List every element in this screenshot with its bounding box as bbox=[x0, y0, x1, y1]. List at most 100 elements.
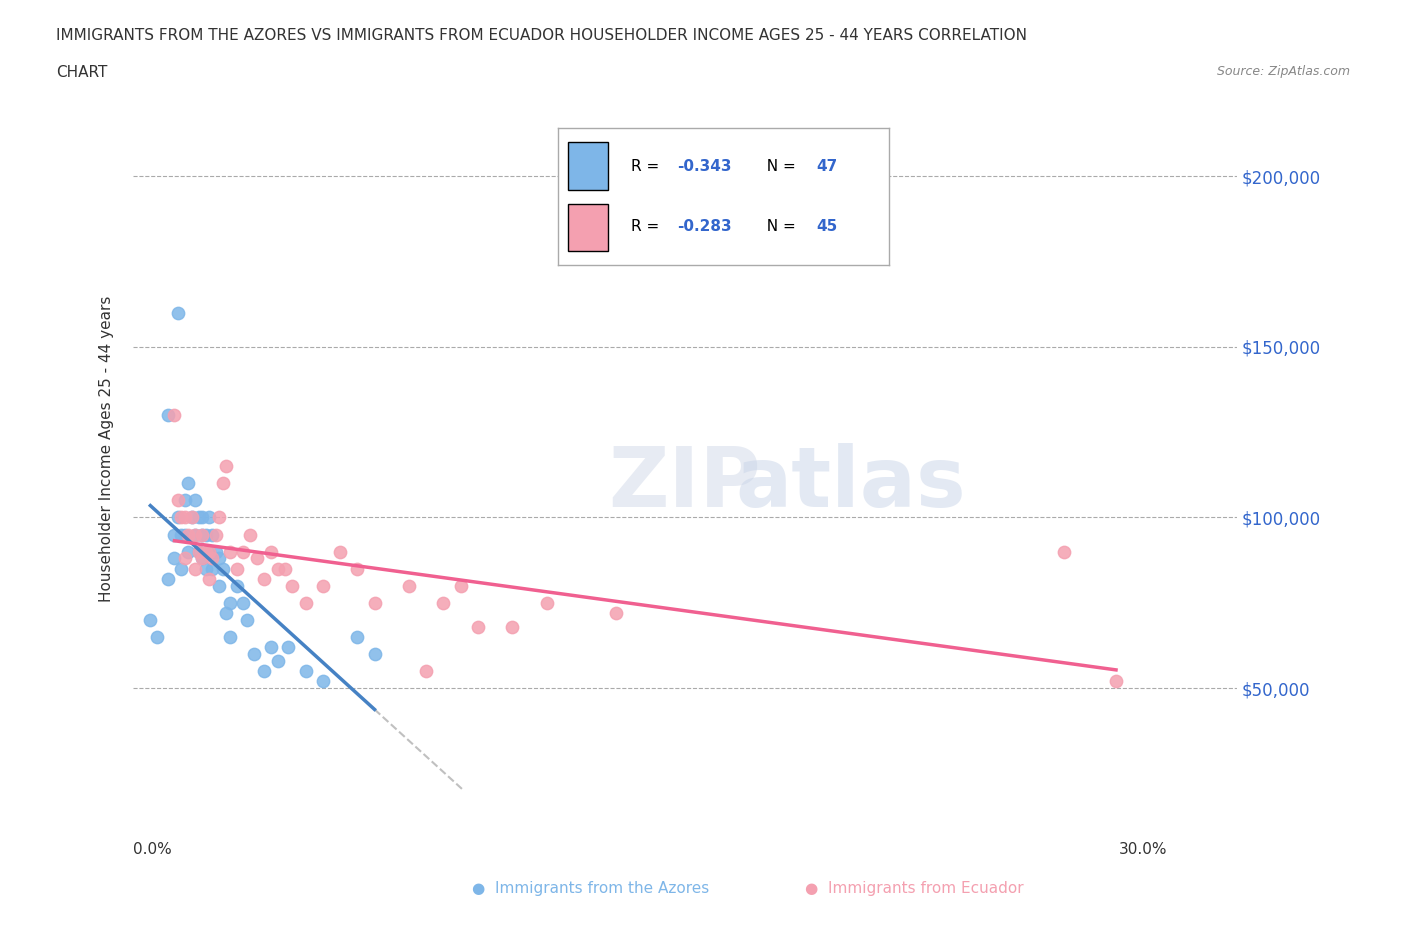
Text: ●  Immigrants from the Azores: ● Immigrants from the Azores bbox=[472, 881, 709, 896]
Point bbox=[184, 493, 207, 508]
Point bbox=[167, 493, 190, 508]
Point bbox=[156, 571, 179, 586]
Point bbox=[329, 544, 352, 559]
Point bbox=[467, 619, 489, 634]
Point bbox=[191, 510, 214, 525]
Point bbox=[208, 551, 231, 565]
Text: 0.0%: 0.0% bbox=[134, 842, 172, 857]
Point bbox=[194, 544, 217, 559]
Point bbox=[180, 510, 202, 525]
Point bbox=[173, 527, 195, 542]
Point bbox=[208, 578, 231, 593]
Point bbox=[536, 595, 558, 610]
Point bbox=[187, 544, 209, 559]
Point bbox=[184, 561, 207, 576]
Point bbox=[177, 527, 200, 542]
Point bbox=[184, 527, 207, 542]
Point bbox=[163, 407, 186, 422]
Point bbox=[605, 605, 627, 620]
Point bbox=[173, 493, 195, 508]
Point bbox=[146, 630, 169, 644]
Point bbox=[187, 544, 209, 559]
Point bbox=[170, 510, 193, 525]
Point bbox=[253, 571, 276, 586]
Point bbox=[450, 578, 472, 593]
Point bbox=[501, 619, 523, 634]
Text: CHART: CHART bbox=[56, 65, 108, 80]
Point bbox=[260, 544, 283, 559]
Point bbox=[198, 544, 221, 559]
Point bbox=[173, 551, 195, 565]
Y-axis label: Householder Income Ages 25 - 44 years: Householder Income Ages 25 - 44 years bbox=[100, 296, 114, 603]
Point bbox=[211, 561, 233, 576]
Point bbox=[180, 510, 202, 525]
Point bbox=[236, 613, 259, 628]
Point bbox=[173, 510, 195, 525]
Point bbox=[267, 654, 290, 669]
Text: ZIP: ZIP bbox=[609, 443, 761, 524]
Point bbox=[243, 646, 266, 661]
Text: atlas: atlas bbox=[735, 443, 966, 524]
Point bbox=[201, 561, 224, 576]
Point bbox=[167, 510, 190, 525]
Point bbox=[187, 510, 209, 525]
Point bbox=[184, 527, 207, 542]
Point bbox=[246, 551, 269, 565]
Point bbox=[274, 561, 297, 576]
Point bbox=[170, 527, 193, 542]
Point bbox=[225, 578, 247, 593]
Point bbox=[346, 630, 368, 644]
Point bbox=[232, 595, 254, 610]
Point bbox=[260, 640, 283, 655]
Point bbox=[177, 476, 200, 491]
Point bbox=[177, 544, 200, 559]
Point bbox=[277, 640, 299, 655]
Point bbox=[218, 595, 240, 610]
Point bbox=[312, 578, 335, 593]
Point bbox=[194, 561, 217, 576]
Point bbox=[215, 605, 238, 620]
Text: IMMIGRANTS FROM THE AZORES VS IMMIGRANTS FROM ECUADOR HOUSEHOLDER INCOME AGES 25: IMMIGRANTS FROM THE AZORES VS IMMIGRANTS… bbox=[56, 28, 1028, 43]
Point bbox=[198, 544, 221, 559]
Point bbox=[1053, 544, 1076, 559]
Point bbox=[205, 527, 228, 542]
Point bbox=[191, 527, 214, 542]
Text: ●  Immigrants from Ecuador: ● Immigrants from Ecuador bbox=[804, 881, 1024, 896]
Point bbox=[191, 551, 214, 565]
Point bbox=[215, 458, 238, 473]
Point bbox=[398, 578, 420, 593]
Point bbox=[211, 476, 233, 491]
Point bbox=[208, 510, 231, 525]
Point bbox=[167, 305, 190, 320]
Point bbox=[363, 646, 385, 661]
Point bbox=[253, 664, 276, 679]
Point bbox=[201, 551, 224, 565]
Text: Source: ZipAtlas.com: Source: ZipAtlas.com bbox=[1216, 65, 1350, 78]
Point bbox=[191, 551, 214, 565]
Point bbox=[415, 664, 437, 679]
Point bbox=[1105, 674, 1128, 689]
Point bbox=[312, 674, 335, 689]
Point bbox=[432, 595, 454, 610]
Point bbox=[139, 613, 162, 628]
Text: 30.0%: 30.0% bbox=[1119, 842, 1168, 857]
Point bbox=[294, 595, 316, 610]
Point bbox=[198, 510, 221, 525]
Point bbox=[205, 544, 228, 559]
Point bbox=[218, 630, 240, 644]
Point bbox=[194, 527, 217, 542]
Point bbox=[225, 561, 247, 576]
Point bbox=[239, 527, 262, 542]
Point bbox=[191, 527, 214, 542]
Point bbox=[267, 561, 290, 576]
Point bbox=[281, 578, 304, 593]
Point bbox=[346, 561, 368, 576]
Point bbox=[163, 551, 186, 565]
Point bbox=[218, 544, 240, 559]
Point bbox=[198, 571, 221, 586]
Point bbox=[156, 407, 179, 422]
Point bbox=[294, 664, 316, 679]
Point bbox=[201, 527, 224, 542]
Point bbox=[163, 527, 186, 542]
Point bbox=[363, 595, 385, 610]
